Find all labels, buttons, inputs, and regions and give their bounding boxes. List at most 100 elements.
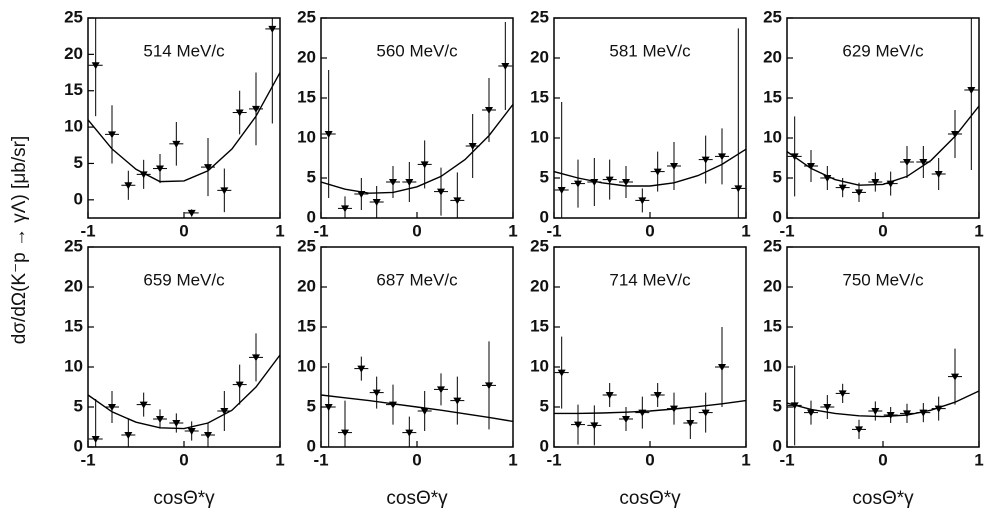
plot-area (787, 18, 979, 202)
x-tick-label: 1 (974, 221, 983, 240)
x-tick-label: 0 (645, 221, 654, 240)
panel: 0 5 10 15 20 25 -1 0 1 514 MeV/c (64, 7, 285, 240)
point (807, 163, 815, 170)
point (268, 25, 277, 33)
x-tick-label: -1 (779, 450, 794, 469)
point (485, 107, 493, 114)
x-tick-label: -1 (80, 221, 95, 240)
x-tick-label: 0 (878, 221, 887, 240)
point (838, 390, 847, 398)
point (557, 369, 566, 377)
panel-title: 514 MeV/c (143, 41, 225, 60)
point (670, 163, 678, 170)
point (718, 153, 726, 161)
x-tick-label: -1 (546, 221, 561, 240)
point (485, 382, 493, 390)
x-tick-label: 1 (508, 221, 517, 240)
y-tick-label: 0 (307, 207, 316, 226)
point (557, 187, 566, 194)
x-axis-label: cosΘ*γ (153, 488, 215, 509)
point (420, 161, 429, 169)
point (357, 365, 366, 373)
y-tick-label: 10 (64, 356, 83, 375)
point (405, 429, 414, 437)
x-tick-label: 0 (179, 450, 188, 469)
point (156, 416, 164, 423)
point (108, 404, 116, 411)
point (903, 159, 911, 166)
y-tick-label: 25 (297, 236, 316, 255)
point (903, 410, 911, 418)
x-tick-label: 1 (275, 450, 284, 469)
point (855, 189, 863, 197)
point (124, 182, 133, 190)
point (919, 409, 928, 417)
point (790, 153, 799, 161)
y-tick-label: 5 (307, 167, 316, 186)
fit-curve (554, 148, 746, 187)
y-axis-label: dσ/dΩ(K⁻p → γΛ) [μb/sr] (9, 136, 30, 344)
y-tick-label: 5 (773, 167, 782, 186)
x-tick-label: -1 (779, 221, 794, 240)
y-tick-label: 10 (297, 127, 316, 146)
point (341, 429, 349, 437)
y-tick-label: 0 (540, 207, 549, 226)
x-tick-label: 1 (741, 450, 750, 469)
plot-area (321, 341, 513, 447)
y-tick-label: 15 (64, 80, 83, 99)
point (934, 405, 943, 413)
x-tick-label: 0 (412, 450, 421, 469)
point (718, 364, 726, 371)
fit-curve (321, 394, 513, 423)
point (420, 408, 429, 415)
point (574, 180, 582, 188)
point (252, 354, 260, 362)
point (838, 184, 847, 192)
y-tick-label: 0 (773, 436, 782, 455)
point (807, 409, 815, 417)
y-tick-label: 20 (297, 47, 316, 66)
point (341, 205, 349, 213)
y-tick-label: 15 (530, 316, 549, 335)
point (622, 179, 630, 186)
y-tick-label: 10 (763, 356, 782, 375)
y-tick-label: 10 (763, 127, 782, 146)
x-tick-label: 1 (974, 450, 983, 469)
x-axis-label: cosΘ*γ (619, 488, 681, 509)
point (108, 131, 116, 139)
y-tick-label: 5 (74, 396, 83, 415)
y-tick-label: 25 (763, 236, 782, 255)
plot-area (554, 327, 746, 446)
plot-area (88, 18, 280, 217)
point (823, 175, 832, 182)
y-tick-label: 10 (530, 356, 549, 375)
x-tick-label: 0 (878, 450, 887, 469)
fit-curve (321, 103, 513, 194)
y-tick-label: 0 (307, 436, 316, 455)
point (453, 197, 462, 205)
x-axis-label: cosΘ*γ (386, 488, 448, 509)
fit-curve (554, 399, 746, 415)
x-tick-label: 0 (645, 450, 654, 469)
point (372, 199, 381, 206)
panel-title: 750 MeV/c (842, 270, 924, 289)
point (91, 62, 100, 70)
point (790, 402, 799, 410)
point (855, 426, 863, 434)
x-tick-label: -1 (80, 450, 95, 469)
point (871, 179, 880, 186)
point (437, 188, 445, 196)
point (823, 404, 832, 411)
fit-curve (787, 390, 979, 418)
y-tick-label: 25 (297, 7, 316, 26)
point (124, 432, 133, 439)
point (204, 432, 212, 439)
point (187, 428, 196, 435)
point (220, 408, 229, 415)
y-tick-label: 20 (530, 276, 549, 295)
point (220, 187, 229, 195)
x-tick-label: 1 (508, 450, 517, 469)
